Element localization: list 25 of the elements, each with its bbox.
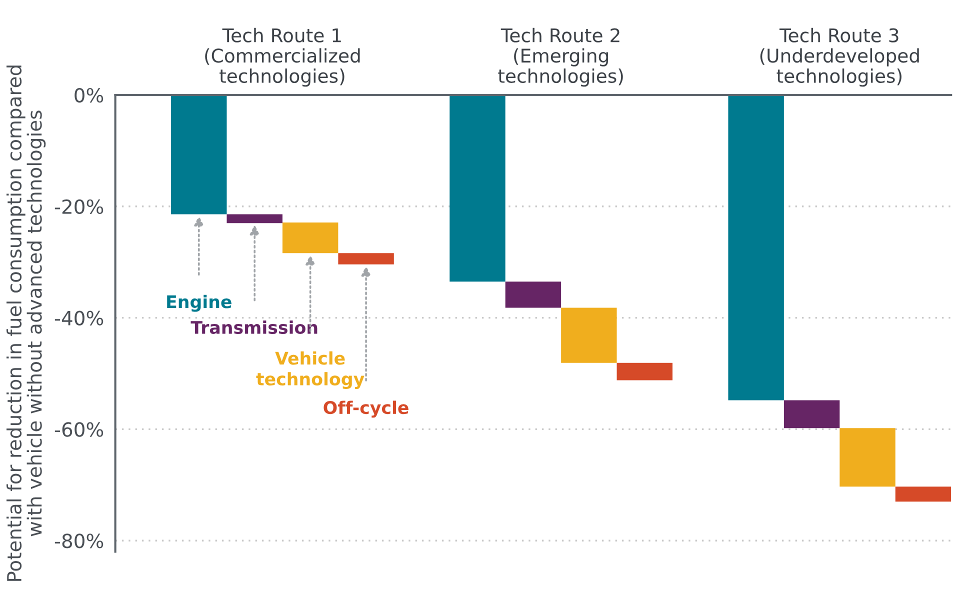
- bar: [226, 214, 282, 224]
- bar: [282, 222, 338, 254]
- text: Engine: [167, 294, 232, 312]
- bar: [616, 362, 672, 380]
- text: Vehicle technology: [256, 351, 364, 390]
- y-tick-label: -40%: [54, 310, 104, 326]
- bar: [338, 253, 394, 264]
- y-tick-label: -60%: [54, 422, 104, 437]
- y-tick-label: 0%: [74, 88, 104, 103]
- bar: [450, 94, 506, 282]
- text: Transmission: [190, 320, 318, 334]
- bar: [784, 400, 840, 428]
- y-tick-label: -80%: [54, 534, 104, 548]
- bar: [895, 486, 952, 502]
- y-tick-label: -20%: [54, 199, 104, 214]
- text: Off-cycle: [324, 400, 408, 418]
- text: Tech Route 3 (Underdeveloped technologies): [760, 28, 919, 87]
- y-axis-title: Potential for reduction in fuel consumption compared with vehicle without advanced technologies: [6, 66, 46, 581]
- bar: [171, 94, 227, 214]
- bar: [840, 428, 896, 487]
- text: Tech Route 2 (Emerging technologies): [498, 28, 623, 87]
- text: Tech Route 1 (Commercialized technologies): [205, 28, 360, 87]
- bar: [728, 94, 784, 400]
- bar: [505, 282, 562, 308]
- bar: [561, 308, 617, 363]
